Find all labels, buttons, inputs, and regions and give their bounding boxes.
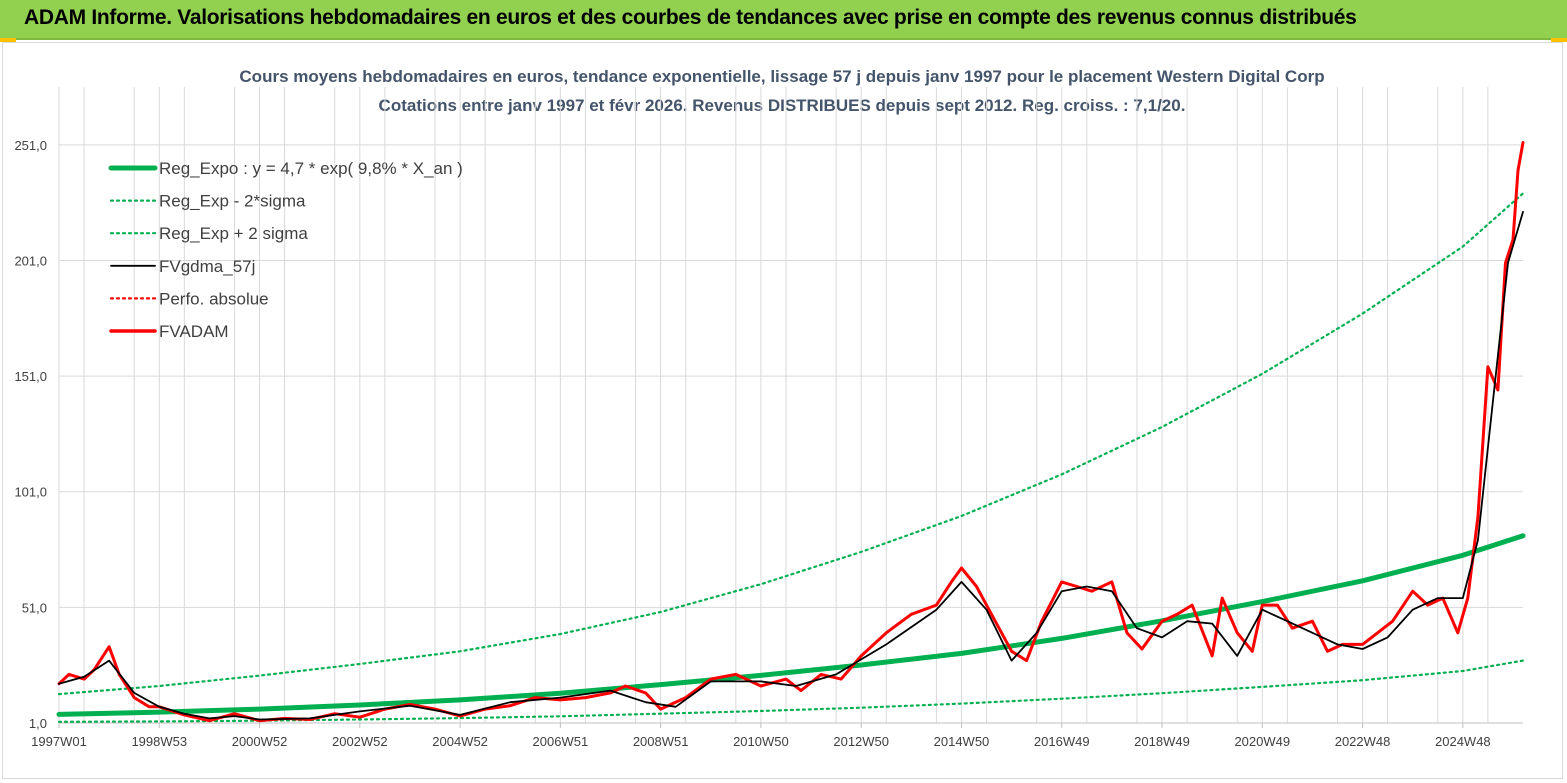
x-tick-label: 2018W49 bbox=[1134, 734, 1190, 749]
banner-accent-left bbox=[0, 38, 16, 42]
chart-title: Cours moyens hebdomadaires en euros, ten… bbox=[239, 67, 1324, 86]
series-line-0 bbox=[56, 533, 1526, 717]
chart-series bbox=[56, 141, 1526, 723]
y-tick-label: 101,0 bbox=[14, 485, 47, 500]
valuation-chart: Cours moyens hebdomadaires en euros, ten… bbox=[14, 67, 1526, 749]
x-tick-label: 2024W48 bbox=[1435, 734, 1491, 749]
chart-legend: Reg_Expo : y = 4,7 * exp( 9,8% * X_an ) R… bbox=[108, 159, 463, 341]
x-tick-label: 2016W49 bbox=[1034, 734, 1090, 749]
x-tick-label: 2006W51 bbox=[533, 734, 589, 749]
x-tick-label: 2002W52 bbox=[332, 734, 388, 749]
x-tick-label: 1998W53 bbox=[131, 734, 187, 749]
y-tick-label: 251,0 bbox=[14, 138, 47, 153]
legend-label: Reg_Exp - 2*sigma bbox=[159, 192, 306, 211]
x-tick-label: 2010W50 bbox=[733, 734, 789, 749]
series-line-1 bbox=[57, 659, 1525, 723]
series-line-3 bbox=[58, 211, 1524, 721]
x-tick-label: 1997W01 bbox=[31, 734, 87, 749]
x-tick-label: 2022W48 bbox=[1335, 734, 1391, 749]
chart-gridlines bbox=[58, 87, 1523, 724]
series-line-2 bbox=[57, 192, 1525, 696]
report-title: ADAM Informe. Valorisations hebdomadaire… bbox=[24, 6, 1357, 29]
y-tick-label: 51,0 bbox=[22, 600, 47, 615]
x-tick-label: 2014W50 bbox=[934, 734, 990, 749]
x-tick-label: 2012W50 bbox=[833, 734, 889, 749]
legend-label: FVADAM bbox=[159, 322, 229, 341]
report-banner: ADAM Informe. Valorisations hebdomadaire… bbox=[0, 0, 1567, 40]
chart-subtitle: Cotations entre janv 1997 et févr 2026. … bbox=[379, 96, 1186, 115]
chart-axes: 1,0 51,0 101,0 151,0 201,0 251,0 1997W01 1998W5… bbox=[14, 138, 1523, 749]
y-tick-label: 201,0 bbox=[14, 253, 47, 268]
banner-accent-right bbox=[1551, 38, 1567, 42]
x-tick-label: 2020W49 bbox=[1234, 734, 1290, 749]
y-tick-label: 151,0 bbox=[14, 369, 47, 384]
chart-area: Cours moyens hebdomadaires en euros, ten… bbox=[2, 42, 1563, 779]
x-tick-label: 2000W52 bbox=[232, 734, 288, 749]
legend-label: FVgdma_57j bbox=[159, 257, 255, 276]
x-tick-label: 2008W51 bbox=[633, 734, 689, 749]
y-tick-label: 1,0 bbox=[29, 716, 47, 731]
legend-label: Reg_Exp + 2 sigma bbox=[159, 224, 308, 243]
legend-label: Perfo. absolue bbox=[159, 289, 269, 308]
x-tick-label: 2004W52 bbox=[432, 734, 488, 749]
legend-label: Reg_Expo : y = 4,7 * exp( 9,8% * X_an ) bbox=[159, 159, 463, 178]
